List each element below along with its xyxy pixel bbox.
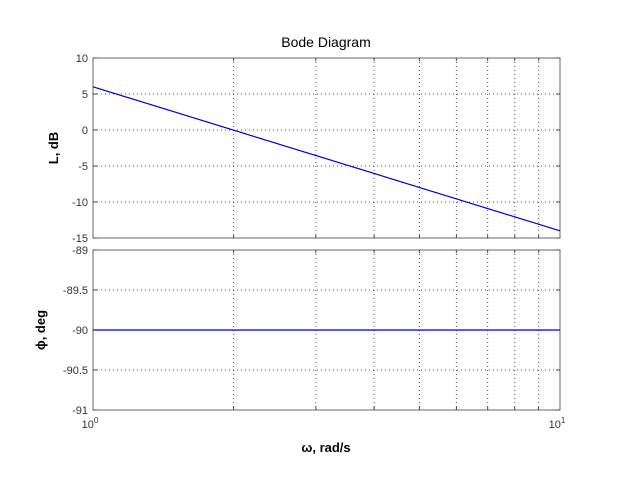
phase-ytick-label: -89 [72,245,88,257]
phase-plot: -89 -89.5 -90 -90.5 -91 ϕ, deg [33,245,561,417]
magnitude-plot: 10 5 0 -5 -10 -15 L, dB [46,53,561,245]
xtick-label: 100 [82,416,99,431]
magnitude-curve [92,86,561,232]
xtick-label: 101 [549,416,566,431]
magnitude-ytick-label: 0 [82,125,88,137]
frequency-xlabel: ω, rad/s [301,440,350,455]
magnitude-ytick-label: 10 [76,53,88,65]
phase-ytick-label: -90 [72,325,88,337]
magnitude-ylabel: L, dB [46,132,61,165]
phase-ylabel: ϕ, deg [33,310,48,350]
magnitude-ytick-label: -10 [72,197,88,209]
magnitude-ytick-label: 5 [82,89,88,101]
magnitude-ytick-label: -15 [72,233,88,245]
chart-title: Bode Diagram [281,34,371,50]
magnitude-plot-frame [92,57,561,239]
phase-ytick-label: -90.5 [63,365,88,377]
phase-ytick-label: -91 [72,405,88,417]
magnitude-ytick-label: -5 [78,161,88,173]
phase-ytick-label: -89.5 [63,285,88,297]
